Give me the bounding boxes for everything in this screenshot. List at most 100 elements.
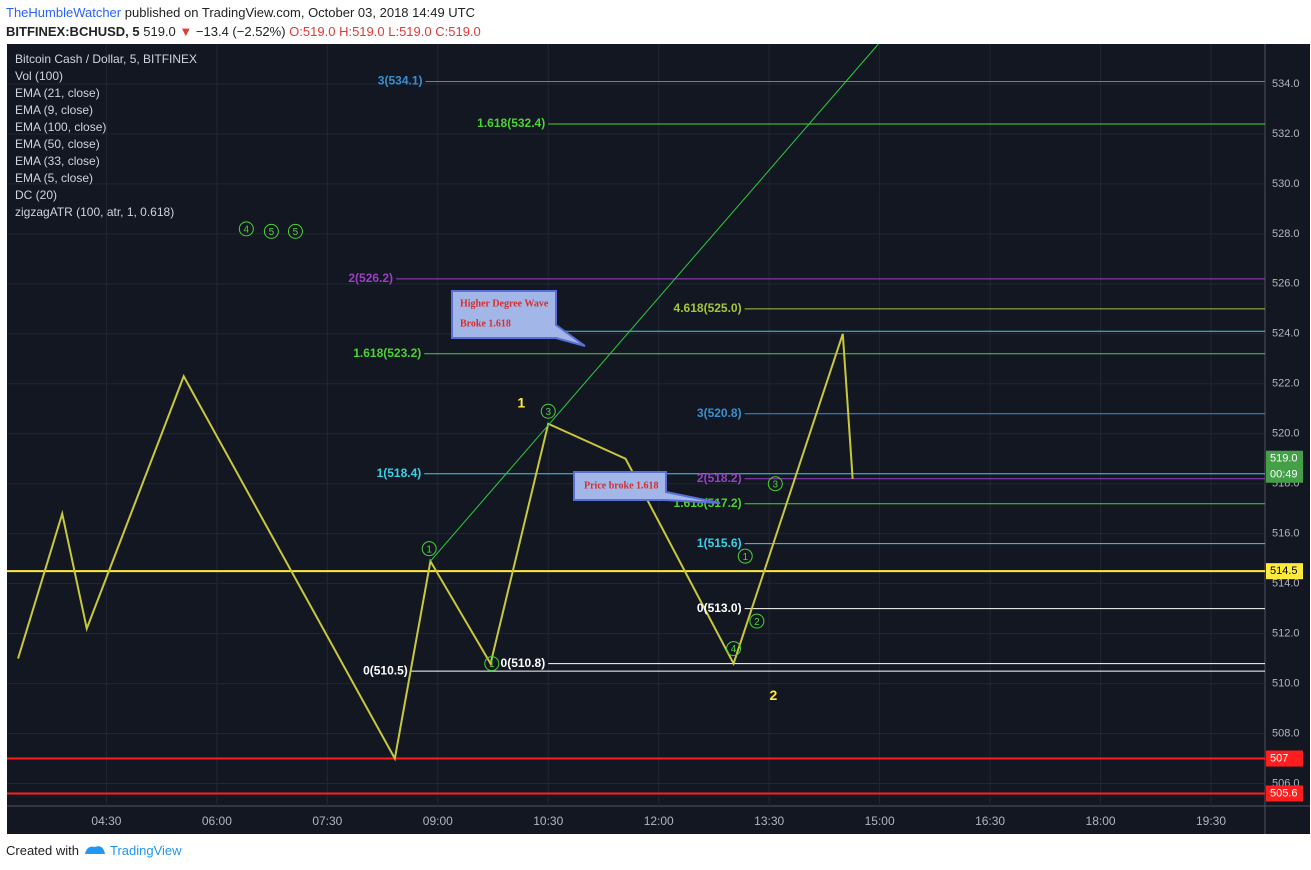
fib-label: 1(518.4) [377, 466, 422, 480]
fib-label: 0(510.8) [501, 656, 546, 670]
wave-circle [238, 221, 254, 237]
created-with: Created with [6, 843, 79, 858]
wave-label: 1 [489, 659, 495, 670]
wave-label: 5 [293, 227, 299, 238]
wave-circle [767, 476, 783, 492]
callout: Higher Degree Wave Broke 1.618 [451, 290, 586, 347]
indicator-label: EMA (50, close) [15, 137, 100, 151]
y-tick-label: 524.0 [1272, 328, 1300, 340]
x-tick-label: 15:00 [865, 814, 895, 828]
countdown-label: 00:49 [1270, 469, 1298, 481]
y-tick-label: 532.0 [1272, 128, 1300, 140]
x-tick-label: 04:30 [91, 814, 121, 828]
callout-text: Price broke 1.618 [584, 480, 659, 491]
published: published on TradingView.com, October 03… [124, 5, 476, 20]
price-tag [1266, 750, 1303, 767]
fib-label: 3(534.1) [378, 74, 423, 88]
fib-label: 2(518.2) [697, 471, 742, 485]
x-tick-label: 06:00 [202, 814, 232, 828]
callout-text: Broke 1.618 [460, 318, 511, 329]
indicator-label: EMA (9, close) [15, 103, 93, 117]
header-line: BITFINEX:BCHUSD, 5 519.0 ▼ −13.4 (−2.52%… [6, 22, 481, 41]
x-tick-label: 19:30 [1196, 814, 1226, 828]
fib-label: 3(520.8) [697, 406, 742, 420]
callout-text: Higher Degree Wave [460, 298, 549, 309]
wave-label: 1 [517, 394, 525, 410]
ohlc: H:519.0 [339, 24, 385, 39]
fib-label: 0(513.0) [697, 601, 742, 615]
last-price-label: 519.0 [1270, 453, 1298, 465]
x-tick-label: 12:00 [644, 814, 674, 828]
indicator-label: EMA (33, close) [15, 154, 100, 168]
y-tick-label: 528.0 [1272, 228, 1300, 240]
y-tick-label: 522.0 [1272, 378, 1300, 390]
y-tick-label: 514.0 [1272, 578, 1300, 590]
wave-label: 4 [731, 644, 737, 655]
fib-label: 1(515.6) [697, 536, 742, 550]
wave-circle [726, 641, 742, 657]
wave-circle [287, 223, 303, 239]
wave-label: 3 [545, 407, 551, 418]
x-tick-label: 16:30 [975, 814, 1005, 828]
ohlc: C:519.0 [435, 24, 481, 39]
last-price: 519.0 [143, 24, 176, 39]
fib-label: 4.618(525.0) [674, 301, 742, 315]
fib-label: 2(526.2) [348, 271, 393, 285]
callout-box [573, 471, 721, 504]
price-tag-label: 507 [1270, 752, 1288, 764]
indicator-label: DC (20) [15, 188, 57, 202]
wave-label: 4 [244, 225, 250, 236]
indicator-label: EMA (100, close) [15, 120, 106, 134]
y-tick-label: 534.0 [1272, 78, 1300, 90]
indicator-label: EMA (5, close) [15, 171, 93, 185]
down-arrow: ▼ [179, 24, 193, 39]
footer: Created with TradingView [6, 843, 182, 858]
ohlc: L:519.0 [388, 24, 432, 39]
y-tick-label: 526.0 [1272, 278, 1300, 290]
symbol: BITFINEX:BCHUSD, 5 [6, 24, 140, 39]
y-tick-label: 520.0 [1272, 428, 1300, 440]
x-tick-label: 13:30 [754, 814, 784, 828]
y-tick-label: 530.0 [1272, 178, 1300, 190]
author[interactable]: TheHumbleWatcher [6, 5, 122, 20]
logo [84, 846, 105, 854]
x-tick-label: 10:30 [533, 814, 563, 828]
wave-circle [540, 403, 556, 419]
wave-circle [263, 223, 279, 239]
wave-circle [737, 548, 753, 564]
wave-circle [484, 656, 500, 672]
ohlc: O:519.0 [289, 24, 336, 39]
price-tag-label: 505.6 [1270, 787, 1298, 799]
fib-label: 1.618(532.4) [477, 116, 545, 130]
wave-circle [749, 613, 765, 629]
trendline [430, 43, 879, 562]
fib-label: 1.618(523.2) [353, 346, 421, 360]
x-tick-label: 07:30 [312, 814, 342, 828]
wave-circle [421, 541, 437, 557]
last-price-tag [1266, 450, 1303, 483]
indicator-label: EMA (21, close) [15, 86, 100, 100]
price-tag [1266, 563, 1303, 580]
y-tick-label: 512.0 [1272, 628, 1300, 640]
chart: 506.0508.0510.0512.0514.0516.0518.0520.0… [7, 43, 1310, 834]
legend-entry: zigzagATR (100, atr, 1, 0.618) [15, 205, 174, 219]
price-tag [1266, 785, 1303, 802]
wave-label: 5 [269, 227, 275, 238]
price-tag-label: 514.5 [1270, 565, 1298, 577]
header: TheHumbleWatcher published on TradingVie… [6, 3, 481, 41]
wave-label: 2 [770, 687, 778, 703]
y-tick-label: 510.0 [1272, 677, 1300, 689]
wave-label: 2 [754, 617, 760, 628]
fib-label: 0(510.5) [363, 663, 408, 677]
header-line: TheHumbleWatcher published on TradingVie… [6, 3, 481, 22]
brand[interactable]: TradingView [110, 843, 182, 858]
x-tick-label: 09:00 [423, 814, 453, 828]
wave-label: 3 [773, 479, 779, 490]
zigzag-line [17, 333, 854, 762]
y-tick-label: 516.0 [1272, 528, 1300, 540]
wave-label: 1 [742, 552, 748, 563]
x-tick-label: 18:00 [1086, 814, 1116, 828]
chart-title: Bitcoin Cash / Dollar, 5, BITFINEX [15, 52, 197, 66]
callout-box [451, 290, 586, 347]
